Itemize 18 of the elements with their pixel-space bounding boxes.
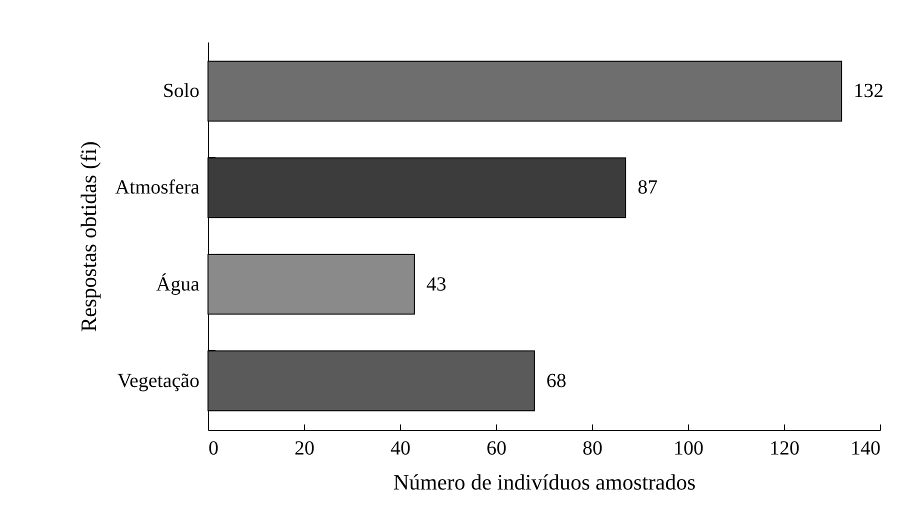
x-tick-label: 100 xyxy=(674,438,704,460)
data-label: 87 xyxy=(638,176,658,199)
y-tick-label: Água xyxy=(156,272,200,296)
x-axis-title: Número de indivíduos amostrados xyxy=(393,470,696,494)
y-tick-label: Solo xyxy=(162,80,200,102)
y-tick-label: Atmosfera xyxy=(115,176,200,199)
x-tick-label: 120 xyxy=(770,438,800,460)
data-label: 43 xyxy=(426,273,446,296)
x-tick-label: 140 xyxy=(850,438,880,460)
y-axis-title: Respostas obtidas (fi) xyxy=(76,141,102,332)
y-tick-label: Vegetação xyxy=(117,370,200,392)
x-tick-label: 20 xyxy=(294,438,314,460)
x-tick-label: 60 xyxy=(486,438,506,460)
data-label: 68 xyxy=(546,370,566,392)
x-tick-label: 40 xyxy=(390,438,410,460)
x-tick-label: 80 xyxy=(582,438,602,460)
data-label: 132 xyxy=(854,80,884,102)
x-tick-label: 0 xyxy=(208,438,218,460)
